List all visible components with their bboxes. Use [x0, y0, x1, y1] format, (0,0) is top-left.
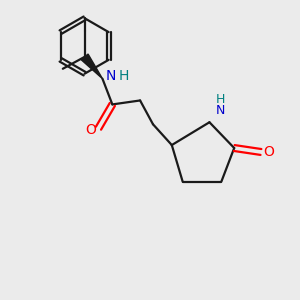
Text: N: N	[105, 69, 116, 83]
Text: N: N	[215, 104, 225, 117]
Text: H: H	[215, 93, 225, 106]
Polygon shape	[81, 54, 102, 79]
Text: O: O	[263, 145, 274, 159]
Text: O: O	[85, 123, 96, 137]
Text: H: H	[118, 69, 129, 83]
